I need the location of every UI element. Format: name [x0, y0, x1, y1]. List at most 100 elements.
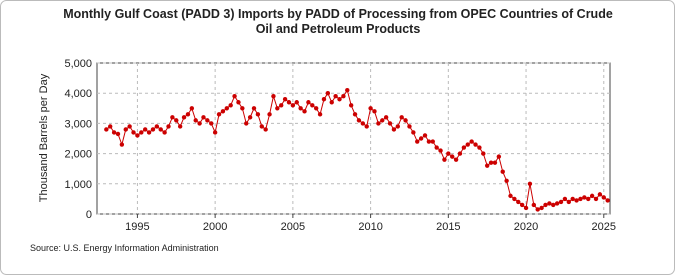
- data-point: [461, 145, 467, 150]
- data-point: [457, 151, 463, 156]
- data-point: [348, 103, 354, 108]
- x-tick-label: 2010: [358, 221, 382, 233]
- data-point: [244, 121, 249, 126]
- data-point: [185, 112, 191, 117]
- data-point: [158, 127, 163, 132]
- data-point: [605, 198, 610, 203]
- data-point: [589, 193, 595, 199]
- data-point: [597, 192, 603, 197]
- data-point: [411, 130, 416, 135]
- data-point: [108, 124, 113, 129]
- data-point: [345, 87, 350, 93]
- x-tick-label: 2020: [514, 221, 538, 233]
- data-point: [228, 103, 233, 108]
- data-point: [527, 181, 533, 186]
- data-point: [516, 199, 521, 205]
- data-point: [387, 121, 393, 126]
- data-point: [212, 130, 218, 135]
- data-point: [504, 178, 509, 183]
- data-point: [500, 169, 505, 174]
- data-point: [263, 127, 268, 132]
- chart-title: Monthly Gulf Coast (PADD 3) Imports by P…: [63, 7, 613, 36]
- data-point: [403, 118, 408, 123]
- data-point: [446, 151, 451, 156]
- data-point: [201, 115, 206, 120]
- data-point: [558, 199, 564, 205]
- x-tick-label: 2015: [436, 221, 460, 233]
- data-point: [127, 124, 132, 129]
- data-point: [135, 133, 140, 138]
- data-point: [554, 201, 560, 206]
- data-point: [279, 103, 284, 108]
- x-tick-label: 2025: [592, 221, 616, 233]
- data-point: [593, 196, 599, 202]
- data-point: [142, 127, 148, 132]
- plot-area: [96, 62, 611, 215]
- data-point: [162, 130, 167, 135]
- data-point: [360, 121, 366, 126]
- data-point: [123, 127, 128, 132]
- data-point: [205, 118, 210, 123]
- data-point: [426, 139, 432, 144]
- data-point: [601, 195, 606, 200]
- data-point: [364, 124, 369, 129]
- data-point: [154, 124, 160, 129]
- data-point: [115, 131, 121, 137]
- y-axis-label: Thousand Barrels per Day: [38, 73, 50, 202]
- data-point: [150, 127, 156, 132]
- data-point: [551, 202, 556, 208]
- data-point: [294, 100, 299, 105]
- data-point: [562, 196, 568, 202]
- data-point: [523, 205, 529, 211]
- data-point: [570, 196, 575, 202]
- data-point: [539, 205, 544, 211]
- data-point: [255, 112, 261, 117]
- y-tick-label: 0: [86, 209, 92, 221]
- data-point: [380, 118, 385, 123]
- data-point: [104, 127, 109, 132]
- x-tick-label: 1995: [125, 221, 149, 233]
- source: Source: U.S. Energy Information Administ…: [30, 243, 219, 253]
- data-point: [407, 124, 412, 129]
- data-point: [465, 142, 470, 147]
- data-point: [333, 94, 338, 99]
- data-point: [267, 112, 272, 117]
- data-point: [488, 160, 494, 165]
- data-point: [275, 106, 280, 111]
- data-point: [174, 118, 179, 123]
- data-point: [477, 145, 482, 150]
- data-point: [236, 100, 241, 105]
- data-point: [519, 202, 525, 208]
- data-point: [391, 127, 397, 132]
- data-point: [197, 121, 202, 126]
- data-point: [496, 154, 502, 159]
- data-point: [290, 103, 296, 108]
- data-point: [111, 130, 117, 135]
- data-point: [372, 109, 377, 114]
- data-point: [383, 115, 389, 120]
- data-point: [271, 94, 276, 99]
- data-point: [177, 124, 183, 129]
- data-point: [170, 115, 175, 120]
- data-point: [376, 121, 381, 126]
- data-point: [317, 112, 323, 117]
- series-line: [106, 88, 608, 211]
- data-point: [438, 148, 443, 153]
- y-tick-label: 3,000: [64, 118, 92, 130]
- data-point: [282, 97, 288, 102]
- data-point: [302, 109, 307, 114]
- data-point: [251, 106, 257, 111]
- data-point: [232, 94, 237, 99]
- data-point: [481, 151, 486, 156]
- data-point: [220, 109, 226, 114]
- data-point: [582, 195, 587, 200]
- data-point: [356, 118, 362, 123]
- data-point: [430, 139, 435, 144]
- y-tick-label: 5,000: [64, 58, 92, 70]
- data-point: [189, 106, 195, 111]
- data-point: [216, 112, 222, 117]
- y-tick-label: 4,000: [64, 88, 92, 100]
- data-point: [139, 130, 144, 135]
- data-point: [484, 163, 490, 168]
